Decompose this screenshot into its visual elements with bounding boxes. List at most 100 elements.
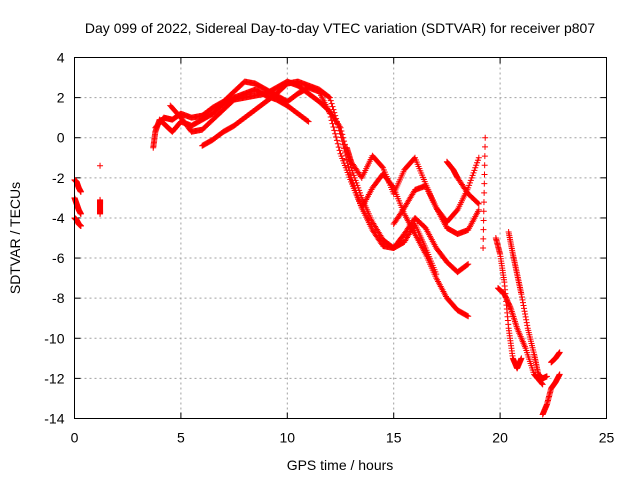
x-axis-label: GPS time / hours [287,457,394,473]
data-point [475,154,482,161]
data-point [77,188,84,195]
data-point [480,235,487,242]
data-point [330,106,337,113]
data-point [519,299,526,306]
data-point [464,261,471,268]
data-points [71,78,563,418]
x-tick-labels: 0 5 10 15 20 25 [71,430,615,446]
data-point [305,118,312,125]
data-point [519,296,526,303]
axis-ticks [74,57,607,419]
data-point [466,179,473,186]
data-point [470,169,477,176]
data-point [556,349,563,356]
data-point [335,124,342,131]
data-point [347,171,354,178]
data-point [467,177,474,184]
data-point [327,97,334,104]
data-point [325,93,332,100]
data-point [481,162,488,169]
data-point [350,182,357,189]
data-point [518,291,525,298]
data-point [345,163,352,170]
data-point [334,140,341,147]
data-point [472,164,479,171]
data-point [518,293,525,300]
data-point [465,261,472,268]
data-point [474,159,481,166]
data-point [77,222,84,229]
y-tick-label: -8 [52,290,65,306]
y-tick-label: 2 [57,90,65,106]
y-tick-label: -10 [44,330,64,346]
data-point [523,319,530,326]
data-point [348,174,355,181]
data-point [332,112,339,119]
data-point [354,192,361,199]
data-point [346,167,353,174]
data-point [333,115,340,122]
data-point [522,311,529,318]
y-tick-label: -6 [52,250,65,266]
chart-title: Day 099 of 2022, Sidereal Day-to-day VTE… [85,20,595,36]
data-point [521,308,528,315]
data-point [468,174,475,181]
data-point [481,189,488,196]
data-point [329,103,336,110]
data-point [464,312,471,319]
data-point [473,162,480,169]
x-tick-label: 0 [71,430,79,446]
data-point [518,355,525,362]
data-point [330,124,337,131]
data-point [474,157,481,164]
x-tick-label: 5 [177,430,185,446]
data-point [522,313,529,320]
data-point [507,304,514,311]
data-point [97,162,104,169]
data-point [97,210,104,217]
x-tick-label: 15 [386,430,402,446]
data-point [332,130,339,137]
data-point [333,118,340,125]
data-point [341,145,348,152]
x-tick-label: 10 [280,430,296,446]
y-tick-label: -2 [52,170,65,186]
data-point [331,109,338,116]
data-point [481,171,488,178]
data-point [353,189,360,196]
data-point [480,245,487,252]
data-point [339,138,346,145]
data-point [336,127,343,134]
data-point [524,322,531,329]
data-point [349,169,356,176]
data-point [481,180,488,187]
data-point [466,182,473,189]
data-point [331,127,338,134]
x-tick-label: 25 [599,430,615,446]
data-point [482,143,489,150]
x-tick-label: 20 [492,430,508,446]
plot-frame [74,57,607,419]
data-point [333,134,340,141]
data-point [328,100,335,107]
data-point [480,208,487,215]
data-point [474,200,481,207]
data-point [77,210,84,217]
data-point [340,141,347,148]
data-point [480,226,487,233]
data-point [482,134,489,141]
data-point [538,380,545,387]
data-point [337,130,344,137]
data-point [465,313,472,320]
y-tick-label: 4 [57,50,65,66]
data-point [329,120,336,127]
y-axis-label: SDTVAR / TECUs [7,182,23,294]
data-point [338,134,345,141]
y-tick-label: -12 [44,370,64,386]
y-tick-label: -4 [52,210,65,226]
data-point [356,197,363,204]
data-point [304,118,311,125]
data-point [480,217,487,224]
data-point [475,200,482,207]
data-point [520,302,527,309]
